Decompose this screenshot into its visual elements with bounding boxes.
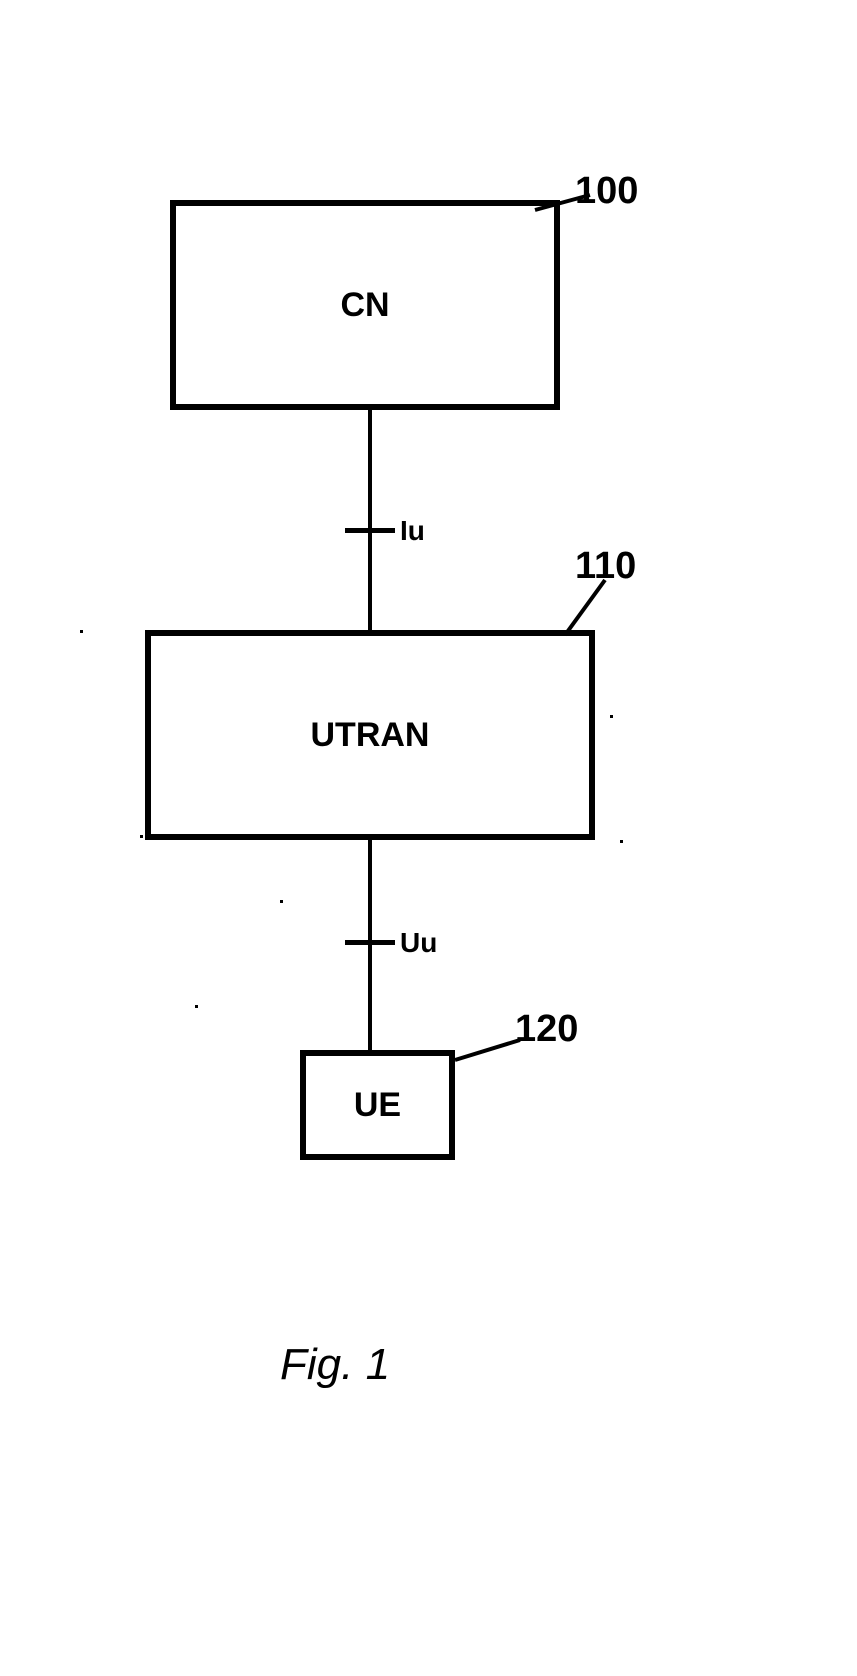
interface-iu-label: Iu [400,515,425,547]
tick-uu [345,940,395,945]
node-ue: UE [300,1050,455,1160]
scan-speck [80,630,83,633]
scan-speck [620,840,623,843]
figure-caption: Fig. 1 [280,1340,390,1390]
tick-iu [345,528,395,533]
node-cn-label: CN [340,286,389,325]
scan-speck [280,900,283,903]
node-utran: UTRAN [145,630,595,840]
connector-uu [368,840,372,1050]
connector-iu [368,410,372,630]
callout-line-ue [450,1040,530,1080]
scan-speck [140,835,143,838]
node-cn: CN [170,200,560,410]
scan-speck [610,715,613,718]
node-ue-label: UE [354,1086,401,1125]
callout-line-cn [535,195,605,245]
scan-speck [195,1005,198,1008]
callout-line-utran [555,580,625,640]
interface-uu-label: Uu [400,927,437,959]
node-utran-label: UTRAN [311,716,430,755]
